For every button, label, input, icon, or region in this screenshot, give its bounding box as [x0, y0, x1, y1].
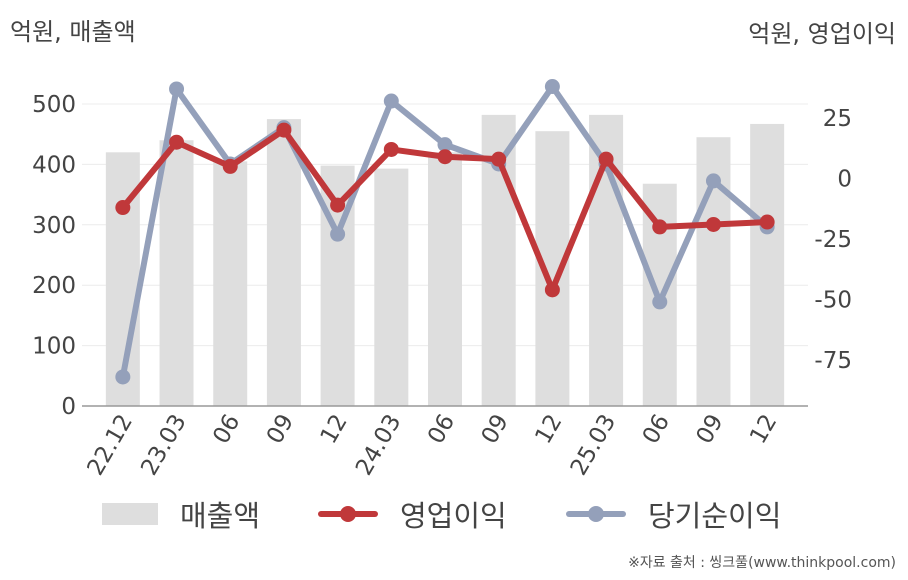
- point-operating-profit: [169, 134, 185, 150]
- left-tick-label: 0: [61, 394, 76, 420]
- left-tick-label: 300: [32, 213, 76, 239]
- bar-revenue: [266, 119, 301, 406]
- legend-item-net-income: 당기순이익: [566, 492, 781, 536]
- left-axis-unit: 억원, 매출액: [10, 18, 136, 46]
- point-net-income: [330, 226, 346, 242]
- point-operating-profit: [598, 151, 614, 167]
- point-operating-profit: [383, 141, 399, 157]
- source-note: ※자료 출처 : 씽크풀(www.thinkpool.com): [628, 555, 896, 571]
- legend-label-revenue: 매출액: [180, 499, 261, 533]
- bar-revenue: [374, 168, 409, 406]
- chart-canvas: 0 100 200 300 400 500 25 0 -25 -50 -75 22.1223.03…: [32, 79, 852, 480]
- left-axis-ticks: 0 100 200 300 400 500: [32, 92, 76, 420]
- point-net-income: [437, 137, 453, 153]
- right-tick-label: -50: [814, 288, 852, 314]
- left-tick-label: 500: [32, 92, 76, 118]
- left-tick-label: 400: [32, 152, 76, 178]
- point-operating-profit: [491, 151, 507, 167]
- bar-revenue: [750, 123, 785, 406]
- x-tick-label: 06: [208, 410, 245, 448]
- x-tick-label: 12: [530, 410, 567, 448]
- point-operating-profit: [115, 200, 131, 216]
- legend-item-revenue: 매출액: [102, 492, 260, 536]
- right-axis-ticks: 25 0 -25 -50 -75: [814, 106, 852, 374]
- right-axis-unit: 억원, 영업이익: [748, 20, 896, 48]
- x-tick-label: 09: [477, 410, 514, 448]
- point-operating-profit: [705, 216, 721, 232]
- x-tick-label: 22.12: [83, 410, 138, 480]
- point-operating-profit: [330, 197, 346, 213]
- x-tick-label: 06: [638, 410, 675, 448]
- legend-item-operating-profit: 영업이익: [318, 492, 507, 536]
- point-operating-profit: [652, 219, 668, 235]
- point-net-income: [705, 173, 721, 189]
- right-tick-label: 25: [823, 106, 852, 132]
- point-operating-profit: [437, 149, 453, 165]
- legend-label-net-income: 당기순이익: [648, 499, 782, 533]
- right-tick-label: 0: [837, 167, 852, 193]
- bar-revenue: [213, 161, 248, 406]
- x-tick-label: 23.03: [136, 410, 191, 480]
- bar-revenue: [428, 152, 462, 406]
- left-tick-label: 100: [32, 334, 76, 360]
- legend-swatch-revenue: [102, 503, 158, 525]
- x-tick-label: 09: [262, 410, 299, 448]
- x-tick-label: 06: [423, 410, 460, 448]
- line-series: [115, 79, 775, 385]
- legend-label-operating-profit: 영업이익: [400, 499, 507, 533]
- x-tick-label: 09: [692, 410, 729, 448]
- bar-revenue: [159, 140, 194, 407]
- point-operating-profit: [759, 214, 775, 230]
- legend-swatch-operating-profit: [318, 502, 378, 526]
- x-tick-label: 12: [316, 410, 353, 448]
- legend-swatch-net-income: [566, 502, 626, 526]
- x-tick-label: 24.03: [351, 410, 406, 480]
- legend: 매출액 영업이익 당기순이익: [0, 492, 908, 536]
- right-tick-label: -25: [814, 227, 852, 253]
- point-net-income: [169, 81, 185, 97]
- point-operating-profit: [276, 122, 292, 138]
- x-tick-label: 25.03: [566, 410, 621, 480]
- point-operating-profit: [544, 282, 560, 298]
- x-tick-label: 12: [745, 410, 782, 448]
- point-net-income: [544, 79, 560, 95]
- point-net-income: [383, 93, 399, 109]
- bar-series: [105, 114, 785, 407]
- point-operating-profit: [222, 158, 238, 174]
- point-net-income: [652, 294, 668, 310]
- point-net-income: [115, 369, 131, 385]
- left-tick-label: 200: [32, 273, 76, 299]
- right-tick-label: -75: [814, 348, 852, 374]
